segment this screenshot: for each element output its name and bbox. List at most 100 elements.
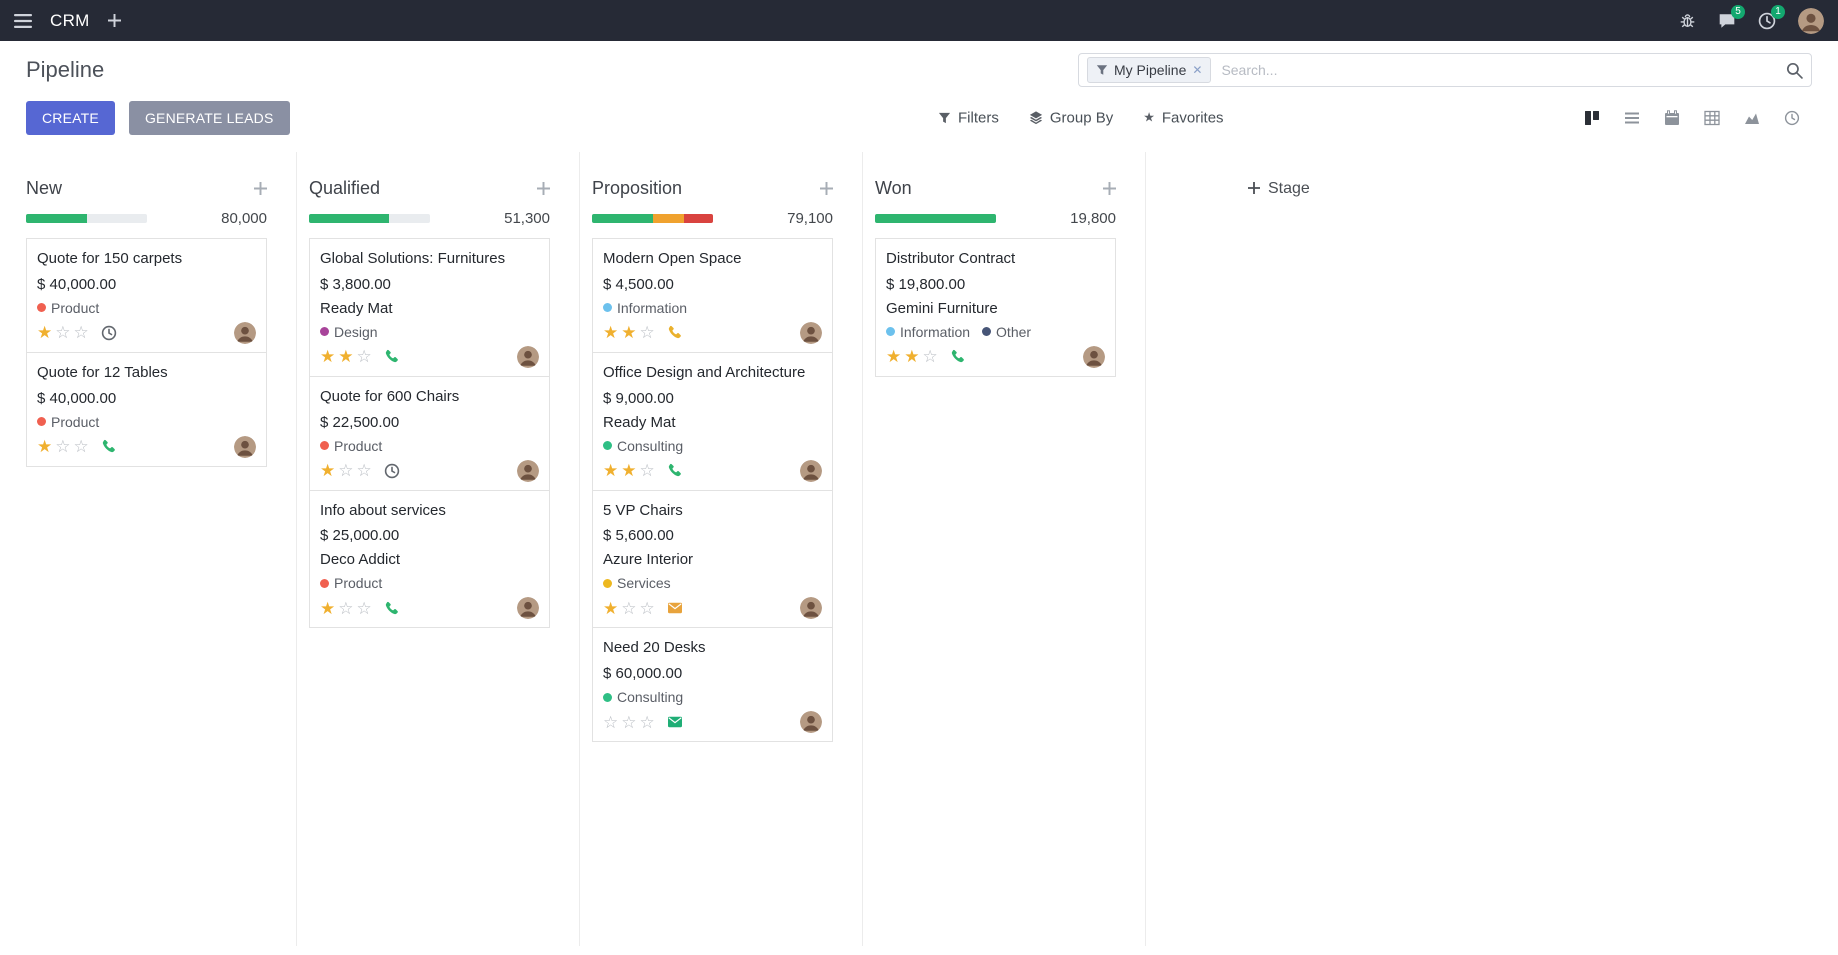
- add-card-button[interactable]: [537, 182, 550, 195]
- card-title[interactable]: Distributor Contract: [886, 250, 1016, 267]
- priority-stars[interactable]: ★ ★ ☆: [603, 324, 658, 341]
- priority-stars[interactable]: ★ ★ ☆: [603, 462, 658, 479]
- create-button[interactable]: CREATE: [26, 100, 115, 135]
- star-icon[interactable]: ☆: [603, 712, 619, 732]
- star-icon[interactable]: ☆: [639, 712, 655, 732]
- kanban-card[interactable]: Distributor Contract $ 19,800.00 Gemini …: [875, 238, 1116, 377]
- progress-segment[interactable]: [309, 214, 389, 223]
- star-icon[interactable]: ☆: [639, 598, 655, 618]
- avatar[interactable]: [1083, 345, 1105, 368]
- kanban-card[interactable]: Need 20 Desks $ 60,000.00 Consulting ☆ ☆ ☆: [592, 627, 833, 742]
- filters-menu[interactable]: Filters: [938, 109, 999, 126]
- mail-activity-icon[interactable]: [667, 714, 683, 730]
- priority-stars[interactable]: ★ ☆ ☆: [603, 600, 658, 617]
- column-progressbar[interactable]: [309, 214, 430, 223]
- favorites-menu[interactable]: ★ Favorites: [1143, 109, 1223, 126]
- column-progressbar[interactable]: [875, 214, 996, 223]
- priority-stars[interactable]: ★ ☆ ☆: [37, 438, 92, 455]
- card-title[interactable]: Global Solutions: Furnitures: [320, 250, 506, 267]
- star-icon[interactable]: ☆: [621, 598, 637, 618]
- priority-stars[interactable]: ★ ☆ ☆: [320, 462, 375, 479]
- phone-activity-icon[interactable]: [667, 325, 682, 340]
- phone-activity-icon[interactable]: [950, 349, 965, 364]
- view-kanban-button[interactable]: [1572, 103, 1612, 133]
- star-icon[interactable]: ★: [603, 323, 619, 343]
- progress-segment[interactable]: [652, 214, 684, 223]
- kanban-card[interactable]: Office Design and Architecture $ 9,000.0…: [592, 351, 833, 491]
- phone-activity-icon[interactable]: [384, 349, 399, 364]
- star-icon[interactable]: ☆: [73, 323, 89, 343]
- star-icon[interactable]: ★: [621, 323, 637, 343]
- star-icon[interactable]: ☆: [356, 461, 372, 480]
- star-icon[interactable]: ☆: [55, 323, 71, 343]
- nav-plus-button[interactable]: [107, 14, 121, 27]
- star-icon[interactable]: ★: [338, 347, 354, 367]
- avatar[interactable]: [800, 321, 822, 344]
- avatar[interactable]: [234, 435, 256, 458]
- priority-stars[interactable]: ★ ★ ☆: [320, 348, 375, 365]
- add-card-button[interactable]: [254, 182, 267, 195]
- activities-button[interactable]: 1: [1758, 4, 1785, 30]
- star-icon[interactable]: ★: [37, 323, 53, 343]
- add-stage-button[interactable]: Stage: [1146, 152, 1429, 946]
- star-icon[interactable]: ☆: [338, 598, 354, 618]
- priority-stars[interactable]: ☆ ☆ ☆: [603, 714, 658, 731]
- view-activity-button[interactable]: [1772, 103, 1812, 133]
- card-title[interactable]: Modern Open Space: [603, 250, 742, 267]
- avatar[interactable]: [800, 597, 822, 620]
- view-calendar-button[interactable]: [1652, 103, 1692, 133]
- kanban-card[interactable]: Quote for 600 Chairs $ 22,500.00 Product…: [309, 375, 550, 491]
- avatar[interactable]: [800, 459, 822, 482]
- star-icon[interactable]: ★: [320, 598, 336, 618]
- kanban-card[interactable]: Quote for 150 carpets $ 40,000.00 Produc…: [26, 238, 267, 353]
- generate-leads-button[interactable]: GENERATE LEADS: [128, 100, 290, 135]
- priority-stars[interactable]: ★ ☆ ☆: [37, 324, 92, 341]
- progress-segment[interactable]: [592, 214, 653, 223]
- star-icon[interactable]: ★: [603, 461, 619, 480]
- avatar[interactable]: [800, 711, 822, 733]
- star-icon[interactable]: ☆: [621, 712, 637, 732]
- kanban-card[interactable]: Info about services $ 25,000.00 Deco Add…: [309, 489, 550, 629]
- card-title[interactable]: Quote for 12 Tables: [37, 363, 168, 381]
- star-icon[interactable]: ★: [320, 461, 336, 480]
- phone-activity-icon[interactable]: [101, 439, 116, 454]
- star-icon[interactable]: ☆: [356, 347, 372, 367]
- messages-button[interactable]: 5: [1718, 4, 1745, 30]
- card-title[interactable]: 5 VP Chairs: [603, 501, 683, 519]
- search-input[interactable]: [1211, 62, 1786, 78]
- priority-stars[interactable]: ★ ★ ☆: [886, 348, 941, 365]
- star-icon[interactable]: ★: [603, 598, 619, 618]
- apps-menu-button[interactable]: [14, 13, 32, 28]
- view-pivot-button[interactable]: [1692, 103, 1732, 133]
- star-icon[interactable]: ★: [621, 461, 637, 480]
- clock-activity-icon[interactable]: [384, 463, 400, 479]
- view-list-button[interactable]: [1612, 103, 1652, 133]
- star-icon[interactable]: ☆: [639, 461, 655, 480]
- add-card-button[interactable]: [820, 182, 833, 195]
- star-icon[interactable]: ★: [886, 347, 902, 367]
- card-title[interactable]: Quote for 150 carpets: [37, 250, 183, 267]
- star-icon[interactable]: ☆: [922, 347, 938, 367]
- star-icon[interactable]: ☆: [73, 437, 89, 456]
- user-avatar[interactable]: [1798, 7, 1824, 34]
- star-icon[interactable]: ☆: [338, 461, 354, 480]
- app-name[interactable]: CRM: [50, 10, 90, 30]
- kanban-card[interactable]: Quote for 12 Tables $ 40,000.00 Product …: [26, 351, 267, 467]
- progress-segment[interactable]: [26, 214, 87, 223]
- card-title[interactable]: Info about services: [320, 501, 446, 519]
- star-icon[interactable]: ★: [37, 437, 53, 456]
- avatar[interactable]: [517, 597, 539, 620]
- column-progressbar[interactable]: [592, 214, 713, 223]
- search-bar[interactable]: My Pipeline ✕: [1078, 53, 1812, 87]
- avatar[interactable]: [517, 459, 539, 482]
- view-graph-button[interactable]: [1732, 103, 1772, 133]
- add-card-button[interactable]: [1103, 182, 1116, 195]
- card-title[interactable]: Office Design and Architecture: [603, 363, 806, 381]
- avatar[interactable]: [234, 321, 256, 344]
- kanban-card[interactable]: Modern Open Space $ 4,500.00 Information…: [592, 238, 833, 353]
- progress-segment[interactable]: [875, 214, 996, 223]
- phone-activity-icon[interactable]: [384, 601, 399, 616]
- search-facet[interactable]: My Pipeline ✕: [1087, 57, 1212, 83]
- progress-segment[interactable]: [683, 214, 713, 223]
- mail-activity-icon[interactable]: [667, 600, 683, 616]
